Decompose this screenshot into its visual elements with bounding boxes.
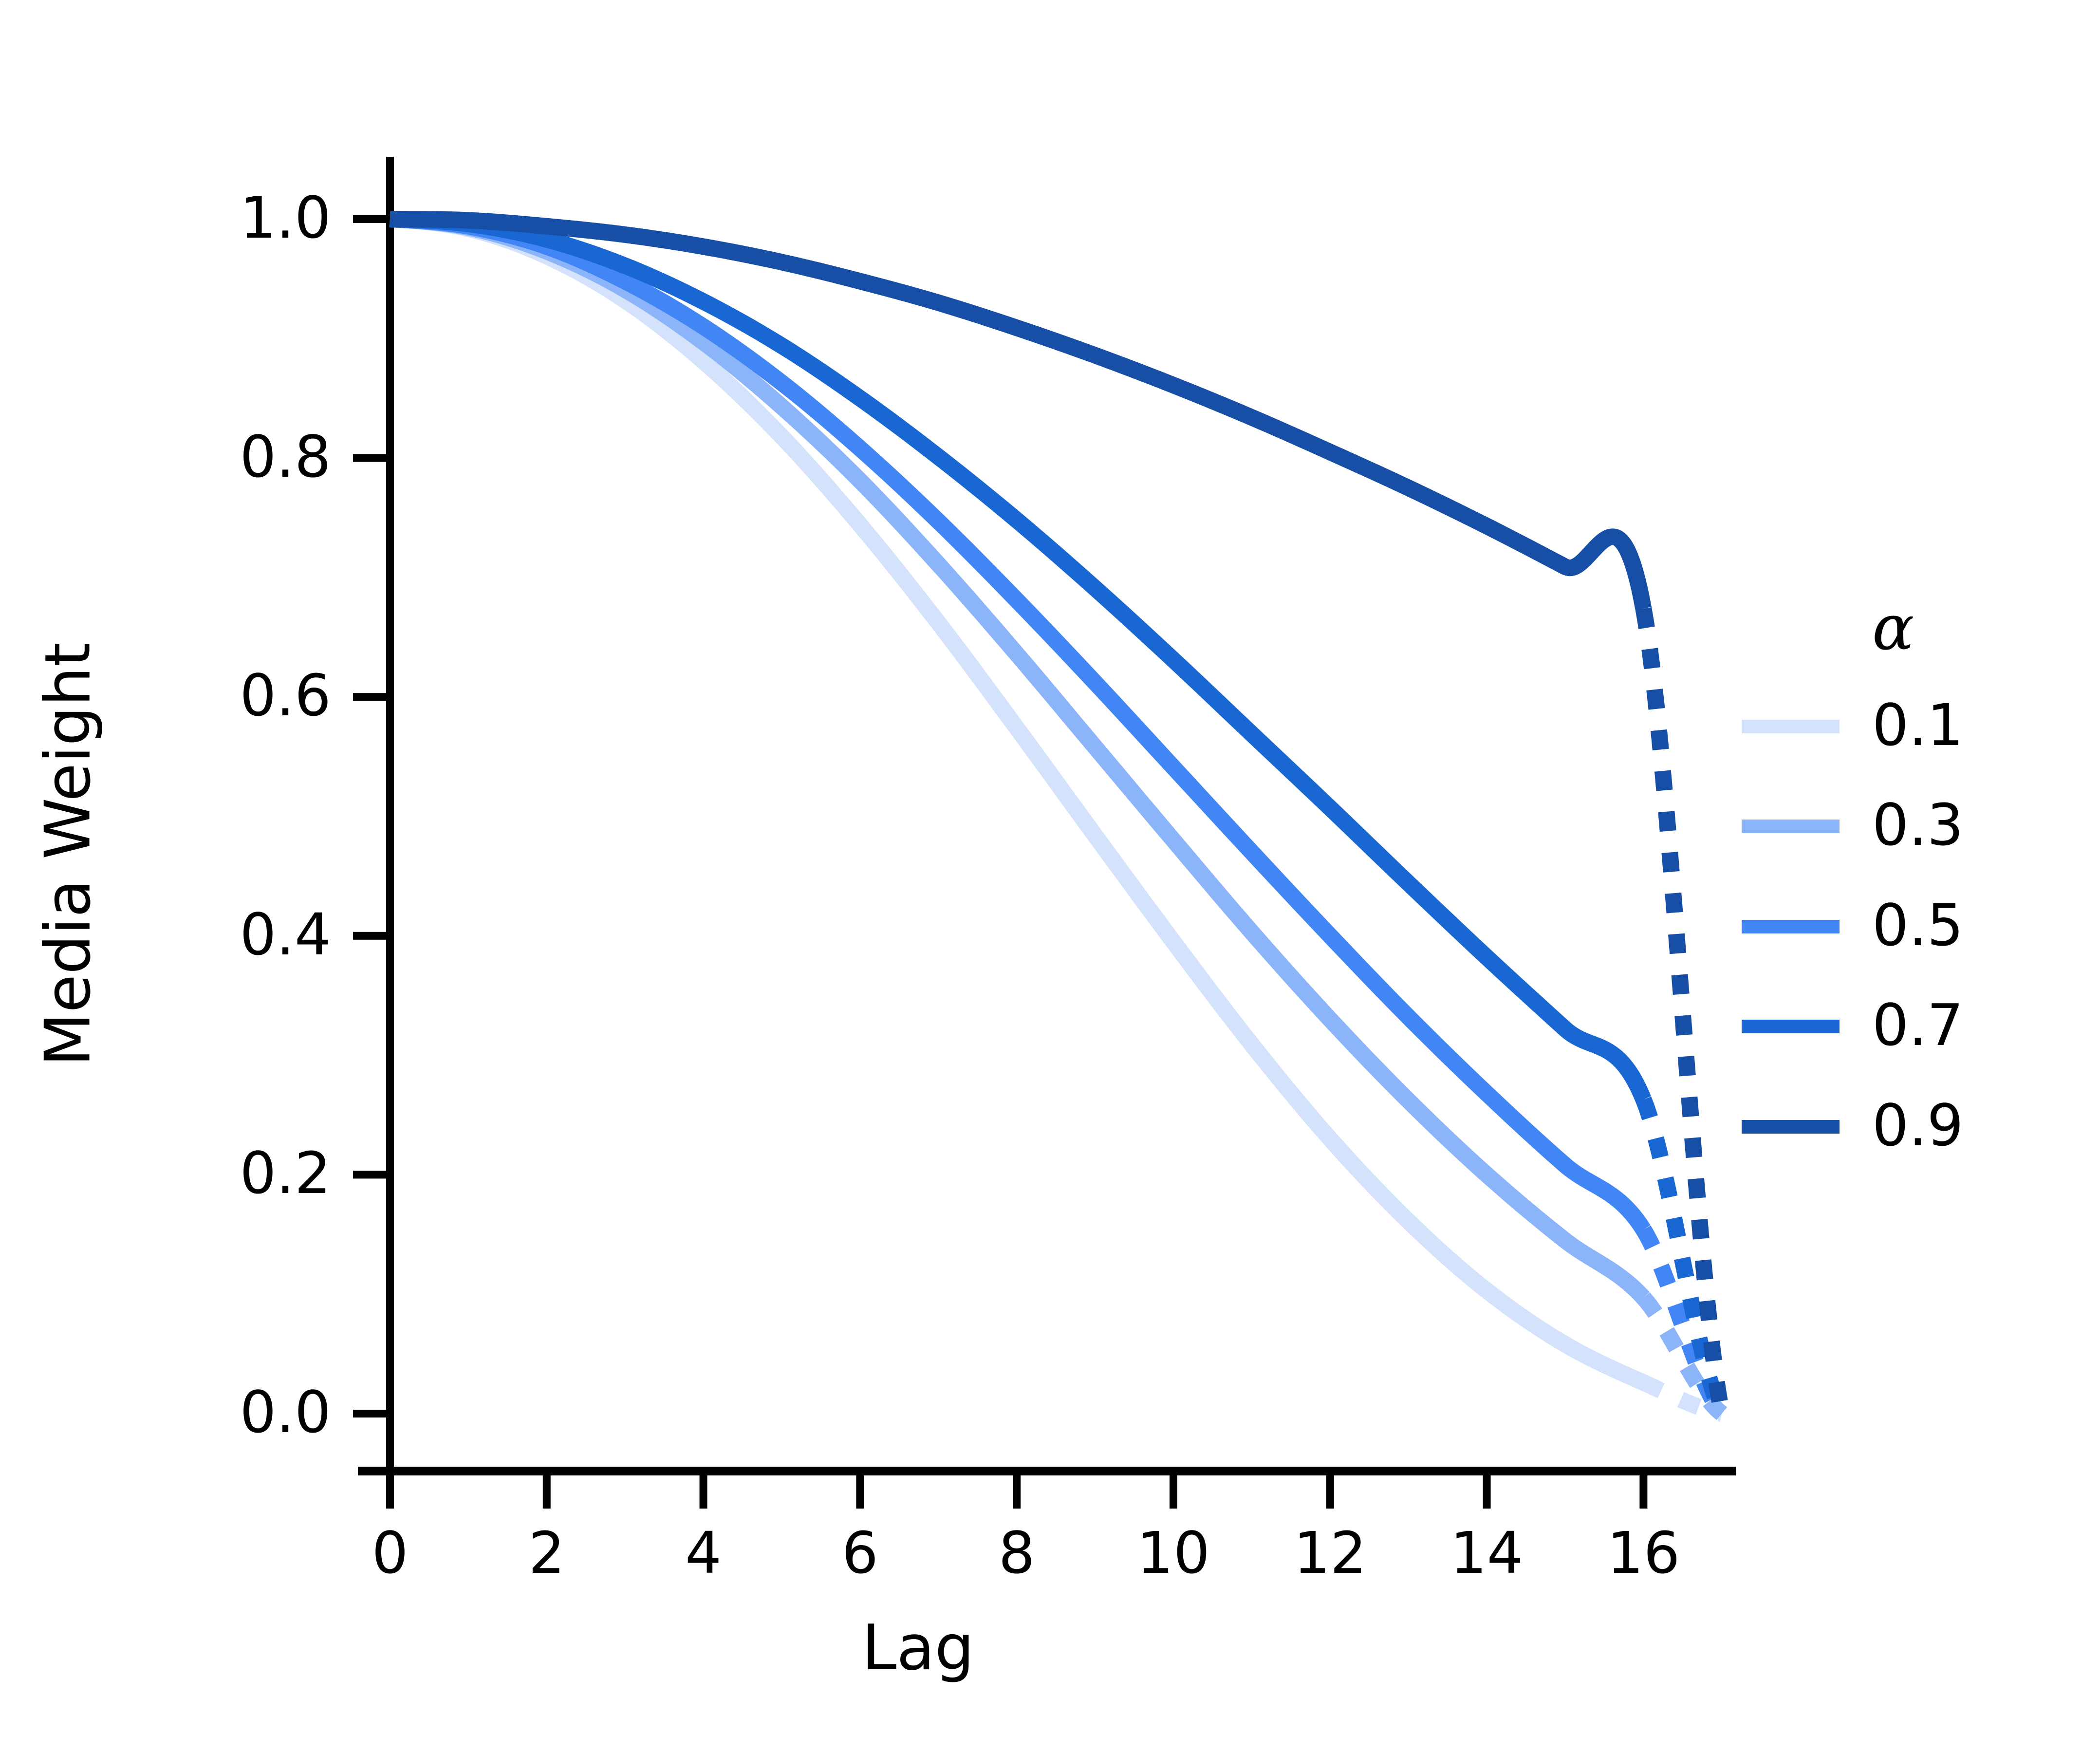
- x-tick-label: 12: [1293, 1519, 1367, 1586]
- y-tick-label: 1.0: [240, 184, 331, 251]
- legend-swatch-0.3: [1742, 820, 1840, 833]
- y-tick-label: 0.6: [240, 662, 331, 729]
- legend-label-0.1: 0.1: [1872, 691, 1964, 759]
- y-tick-label: 0.4: [240, 900, 331, 968]
- curve-alpha-0.5: [386, 211, 1651, 1234]
- x-tick-label: 10: [1136, 1519, 1210, 1586]
- axis-spines: [358, 157, 1736, 1501]
- y-tick-label: 0.8: [240, 423, 331, 490]
- y-axis-ticks: [353, 215, 386, 1417]
- x-tick-label: 4: [685, 1519, 722, 1586]
- legend-swatch-0.9: [1742, 1120, 1840, 1134]
- x-tick-label: 0: [372, 1519, 409, 1586]
- curve-dotted-alpha-0.9: [1635, 607, 1730, 1415]
- data-curves: [386, 211, 1730, 1422]
- legend-title: α: [1872, 592, 1914, 664]
- x-tick-label: 14: [1450, 1519, 1524, 1586]
- x-tick-label: 8: [998, 1519, 1035, 1586]
- legend-label-0.3: 0.3: [1872, 791, 1964, 858]
- curve-alpha-0.1: [386, 211, 1648, 1390]
- curve-alpha-0.3: [386, 211, 1650, 1304]
- x-tick-label: 16: [1607, 1519, 1680, 1586]
- x-axis-label: Lag: [862, 1612, 974, 1684]
- x-tick-label: 2: [528, 1519, 565, 1586]
- curve-alpha-0.7: [386, 211, 1652, 1103]
- legend-swatches: [1742, 720, 1840, 1134]
- y-tick-label: 0.0: [240, 1379, 331, 1446]
- curve-dotted-alpha-0.7: [1635, 1096, 1729, 1417]
- legend-swatch-0.7: [1742, 1020, 1840, 1033]
- x-tick-label: 6: [841, 1519, 878, 1586]
- y-tick-label: 0.2: [240, 1139, 331, 1207]
- x-axis-spine: [358, 1467, 1736, 1475]
- legend-label-0.9: 0.9: [1872, 1092, 1964, 1159]
- x-axis-ticks: [386, 1475, 1648, 1509]
- curve-alpha-0.9: [386, 211, 1652, 611]
- y-axis-spine: [386, 157, 394, 1501]
- legend-swatch-0.1: [1742, 720, 1840, 733]
- legend-label-0.5: 0.5: [1872, 892, 1964, 959]
- curve-dotted-alpha-0.1: [1640, 1375, 1724, 1422]
- legend-swatch-0.5: [1742, 920, 1840, 933]
- legend-label-0.7: 0.7: [1872, 991, 1964, 1059]
